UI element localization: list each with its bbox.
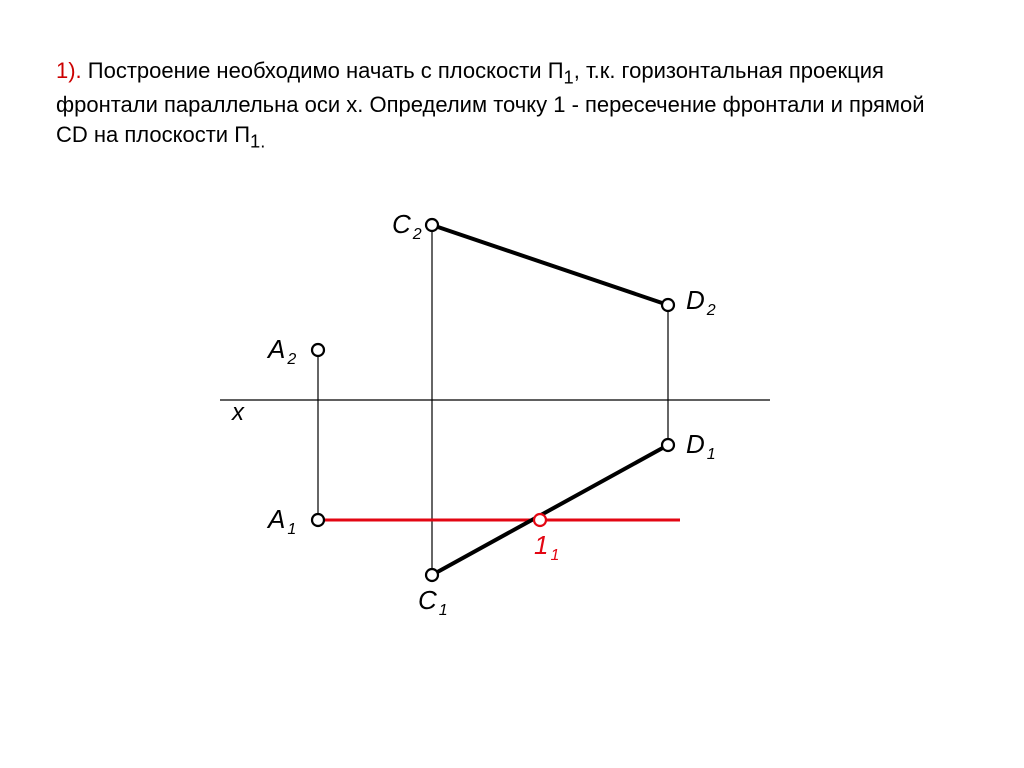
point-C1 — [426, 569, 438, 581]
point-label-C2: C2 — [392, 209, 422, 243]
point-D2 — [662, 299, 674, 311]
point-label-D1: D1 — [686, 429, 716, 463]
point-label-C1: C1 — [418, 585, 448, 619]
point-D1 — [662, 439, 674, 451]
point-C2 — [426, 219, 438, 231]
point-label-A2: A2 — [266, 334, 296, 368]
point-label-D2: D2 — [686, 285, 716, 319]
diagram-svg: x C2 D2 A2 D1 A1 C1 11 — [0, 0, 1024, 768]
x-axis-label: x — [231, 399, 245, 426]
point-label-A1: A1 — [266, 504, 296, 538]
point-P11 — [534, 514, 546, 526]
point-A2 — [312, 344, 324, 356]
segment-line — [432, 225, 668, 305]
point-label-P11: 11 — [534, 530, 559, 564]
point-A1 — [312, 514, 324, 526]
